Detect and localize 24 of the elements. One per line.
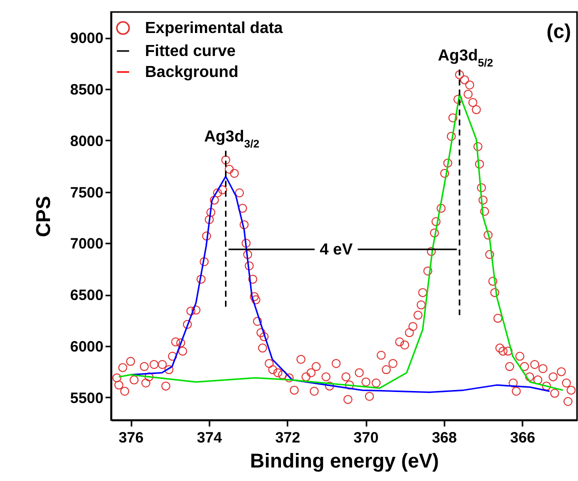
line-series	[130, 176, 550, 393]
y-tick-label: 6000	[70, 338, 104, 356]
y-tick-label: 5500	[70, 390, 104, 407]
annotation: Ag3d$_{5/2}$	[438, 48, 494, 70]
annotation: 4 eV	[320, 241, 353, 258]
x-tick-label: 370	[354, 430, 379, 446]
x-tick-label: 374	[196, 430, 223, 446]
annotation: (c)	[546, 21, 571, 43]
x-tick-label: 368	[432, 430, 457, 446]
annotation: Ag3d$_{3/2}$	[204, 128, 260, 151]
x-axis-title: Binding energy (eV)	[250, 450, 439, 472]
y-tick-label: 7000	[70, 236, 104, 253]
y-tick-label: 9000	[70, 30, 104, 48]
y-tick-label: 7500	[70, 184, 104, 202]
legend-label: Experimental data	[145, 20, 283, 37]
y-tick-label: 8000	[70, 132, 104, 150]
y-tick-label: 6500	[70, 287, 104, 304]
x-tick-label: 372	[275, 430, 300, 446]
legend-label: Background	[145, 64, 238, 81]
y-tick-label: 8500	[70, 82, 104, 99]
x-tick-label: 366	[510, 430, 536, 446]
y-axis-title: CPS	[33, 196, 56, 238]
legend-label: Fitted curve	[145, 43, 236, 60]
x-tick-label: 376	[118, 430, 144, 446]
